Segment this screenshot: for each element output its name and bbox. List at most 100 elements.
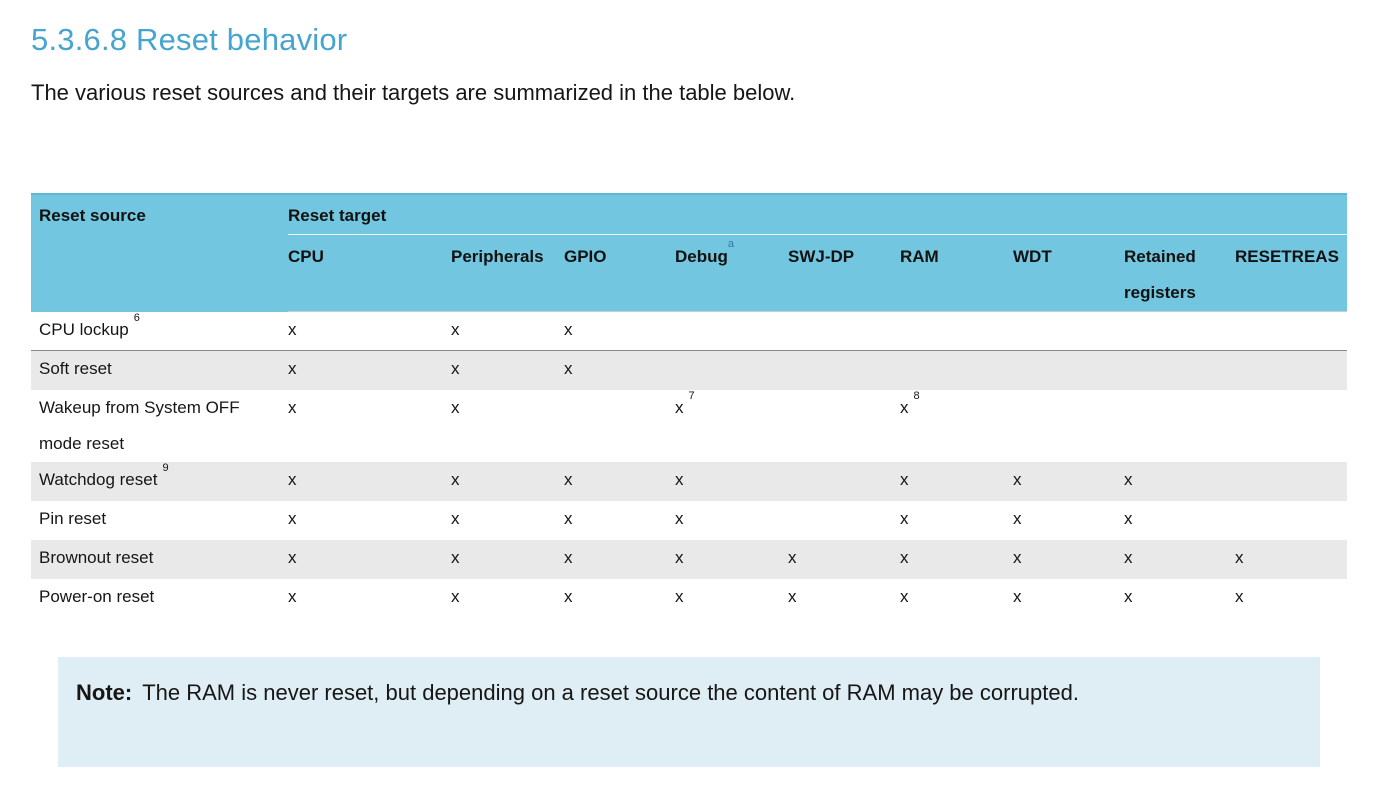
x-mark: x: [564, 320, 573, 339]
reset-table-body: CPU lockup6 x x x Soft reset x x x Wakeup from S…: [31, 311, 1348, 618]
x-mark: x: [675, 508, 684, 528]
x-mark: x: [675, 397, 684, 417]
reset-target-mark-cell: x: [451, 462, 564, 501]
x-mark: x: [564, 469, 573, 489]
x-mark: x: [788, 547, 797, 567]
reset-target-mark-cell: x: [1124, 579, 1235, 618]
reset-target-mark-cell: [675, 351, 788, 390]
x-mark: x: [564, 359, 573, 378]
reset-target-mark-cell: x: [900, 579, 1013, 618]
reset-target-mark-cell: [788, 390, 900, 462]
x-mark: x: [1013, 547, 1022, 567]
x-mark: x: [1124, 547, 1133, 567]
reset-target-mark-cell: x: [564, 311, 675, 351]
x-mark: x: [451, 586, 460, 606]
reset-target-mark-cell: [1013, 351, 1124, 390]
reset-target-mark-cell: x7: [675, 390, 788, 462]
reset-target-mark-cell: x: [288, 501, 451, 540]
footnote-marker: 9: [162, 461, 169, 474]
x-mark: x: [675, 547, 684, 567]
reset-target-mark-cell: x: [564, 351, 675, 390]
reset-target-mark-cell: x: [1013, 579, 1124, 618]
reset-source-cell: Watchdog reset 9: [31, 462, 288, 501]
reset-target-mark-cell: [788, 311, 900, 351]
reset-source-label: Watchdog reset: [39, 469, 158, 489]
reset-target-mark-cell: x: [451, 579, 564, 618]
x-mark: x: [1124, 586, 1133, 606]
reset-target-mark-cell: x: [675, 462, 788, 501]
reset-target-mark-cell: x: [451, 311, 564, 351]
reset-source-label: Soft reset: [39, 359, 112, 378]
x-mark: x: [288, 397, 297, 417]
reset-target-mark-cell: x: [451, 351, 564, 390]
column-header-debug: Debuga: [675, 234, 788, 312]
reset-target-mark-cell: x: [451, 390, 564, 462]
x-mark: x: [900, 586, 909, 606]
reset-target-mark-cell: x: [900, 540, 1013, 579]
x-mark: x: [288, 320, 297, 339]
table-row: Watchdog reset 9 x x x x x x x: [31, 461, 1348, 501]
column-header-debug-label: Debug: [675, 247, 728, 266]
x-mark: x: [675, 469, 684, 489]
reset-source-label: CPU lockup: [39, 319, 129, 339]
column-header-gpio: GPIO: [564, 234, 675, 312]
x-mark: x: [564, 586, 573, 606]
reset-target-mark-cell: x: [1013, 462, 1124, 501]
x-mark: x: [451, 320, 460, 339]
reset-target-mark-cell: x: [1235, 540, 1347, 579]
reset-target-mark-cell: [1235, 501, 1347, 540]
x-mark: x: [675, 586, 684, 606]
reset-target-mark-cell: [1124, 351, 1235, 390]
reset-source-label: Brownout reset: [39, 547, 154, 567]
reset-target-mark-cell: x: [451, 501, 564, 540]
footnote-marker: 7: [688, 389, 695, 402]
x-mark: x: [288, 586, 297, 606]
reset-target-mark-cell: [1013, 311, 1124, 351]
reset-target-mark-cell: x: [564, 579, 675, 618]
reset-target-mark-cell: [788, 501, 900, 540]
x-mark: x: [900, 547, 909, 567]
reset-target-mark-cell: [1235, 462, 1347, 501]
column-header-wdt: WDT: [1013, 234, 1124, 312]
reset-target-mark-cell: [1235, 311, 1348, 351]
column-header-swj-dp: SWJ-DP: [788, 234, 900, 312]
reset-source-cell: Pin reset: [31, 501, 288, 540]
reset-target-mark-cell: [564, 390, 675, 462]
reset-target-mark-cell: x: [564, 540, 675, 579]
note-label: Note:: [76, 680, 133, 705]
reset-target-mark-cell: x: [675, 501, 788, 540]
reset-target-header: Reset target: [288, 193, 1348, 235]
column-header-retained-registers: Retained registers: [1124, 234, 1235, 312]
reset-target-mark-cell: x: [1124, 540, 1235, 579]
reset-target-mark-cell: x: [1124, 501, 1235, 540]
table-row: Soft reset x x x: [31, 350, 1348, 390]
reset-target-mark-cell: x: [900, 462, 1013, 501]
note-box: Note: The RAM is never reset, but dependi…: [58, 657, 1320, 767]
x-mark: x: [900, 469, 909, 489]
section-heading: 5.3.6.8 Reset behavior: [31, 22, 348, 57]
reset-source-cell: Soft reset: [31, 351, 288, 390]
table-row: Pin reset x x x x x x x: [31, 501, 1347, 540]
reset-target-mark-cell: x: [675, 540, 788, 579]
x-mark: x: [451, 359, 460, 378]
reset-target-mark-cell: x: [564, 501, 675, 540]
reset-target-mark-cell: [1013, 390, 1124, 462]
reset-source-cell: Wakeup from System OFF mode reset: [31, 390, 288, 462]
header-group-row: Reset source Reset target: [31, 193, 1348, 312]
column-header-cpu: CPU: [288, 234, 451, 312]
table-row: Wakeup from System OFF mode reset x x x7 x8: [31, 390, 1347, 462]
table-row: CPU lockup 6 x x x: [31, 311, 1348, 351]
x-mark: x: [1013, 508, 1022, 528]
reset-source-cell: CPU lockup 6: [31, 311, 288, 351]
reset-target-mark-cell: [675, 311, 788, 351]
reset-source-cell: Power-on reset: [31, 579, 288, 618]
reset-target-mark-cell: x: [788, 579, 900, 618]
x-mark: x: [564, 508, 573, 528]
intro-paragraph: The various reset sources and their targ…: [31, 80, 796, 105]
x-mark: x: [288, 508, 297, 528]
column-header-resetreas: RESETREAS: [1235, 234, 1348, 312]
reset-target-mark-cell: x: [288, 540, 451, 579]
reset-target-mark-cell: x: [288, 462, 451, 501]
reset-target-mark-cell: x: [1013, 501, 1124, 540]
reset-target-mark-cell: x: [1235, 579, 1347, 618]
